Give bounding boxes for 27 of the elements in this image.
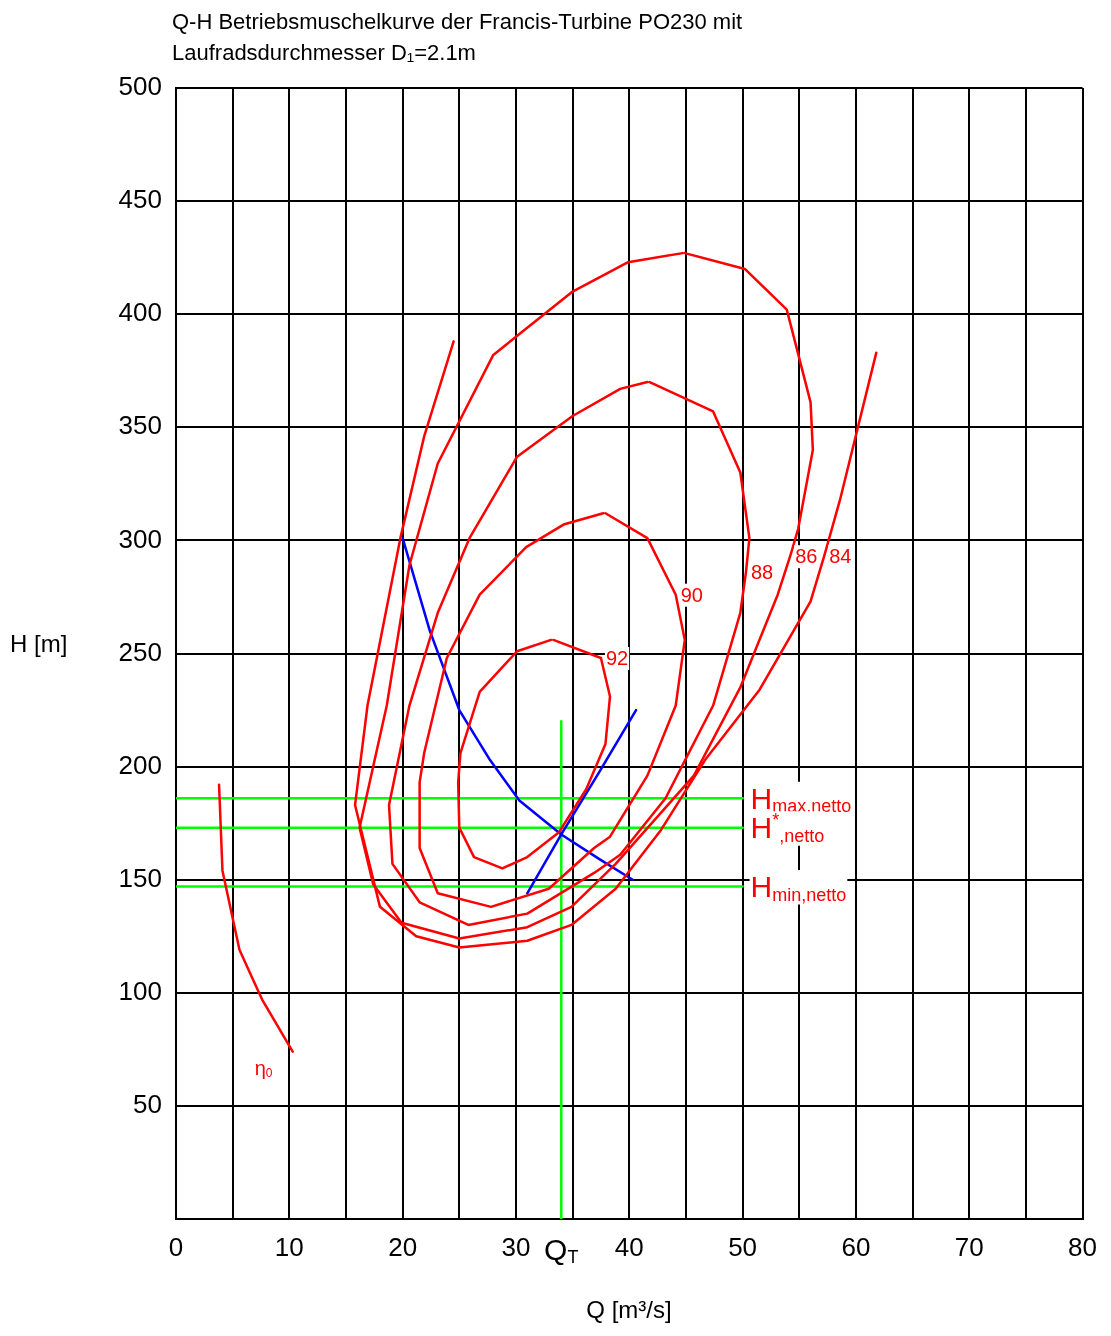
- x-tick-label: 10: [274, 1231, 304, 1262]
- y-tick-label: 50: [133, 1089, 162, 1120]
- y-tick-label: 300: [118, 523, 162, 554]
- y-tick-label: 250: [118, 636, 162, 667]
- chart-title: Q-H Betriebsmuschelkurve der Francis-Turbine PO230 mit Laufradsdurchmesser D₁=2.1m: [172, 8, 744, 67]
- annotation: 84: [829, 545, 852, 568]
- x-tick-label: 80: [1068, 1231, 1097, 1262]
- y-axis-title: H [m]: [10, 630, 68, 658]
- annotation: 86: [795, 545, 818, 568]
- x-tick-label: 40: [614, 1231, 644, 1262]
- x-axis-title: Q [m³/s]: [585, 1296, 673, 1324]
- y-tick-label: 500: [118, 71, 162, 102]
- y-tick-label: 200: [118, 749, 162, 780]
- x-tick-label: 30: [501, 1231, 531, 1262]
- annotation: 92: [605, 647, 629, 670]
- x-tick-label: 20: [388, 1231, 418, 1262]
- x-tick-label: 0: [168, 1231, 184, 1262]
- annotation: 88: [750, 561, 774, 584]
- x-tick-label: 70: [954, 1231, 984, 1262]
- y-tick-label: 350: [118, 410, 162, 441]
- y-tick-label: 100: [118, 975, 162, 1006]
- x-tick-label: 50: [728, 1231, 758, 1262]
- y-tick-label: 150: [118, 862, 162, 893]
- y-tick-label: 450: [118, 184, 162, 215]
- y-tick-label: 400: [118, 297, 162, 328]
- x-tick-label: 60: [841, 1231, 871, 1262]
- annotation: 90: [680, 583, 703, 606]
